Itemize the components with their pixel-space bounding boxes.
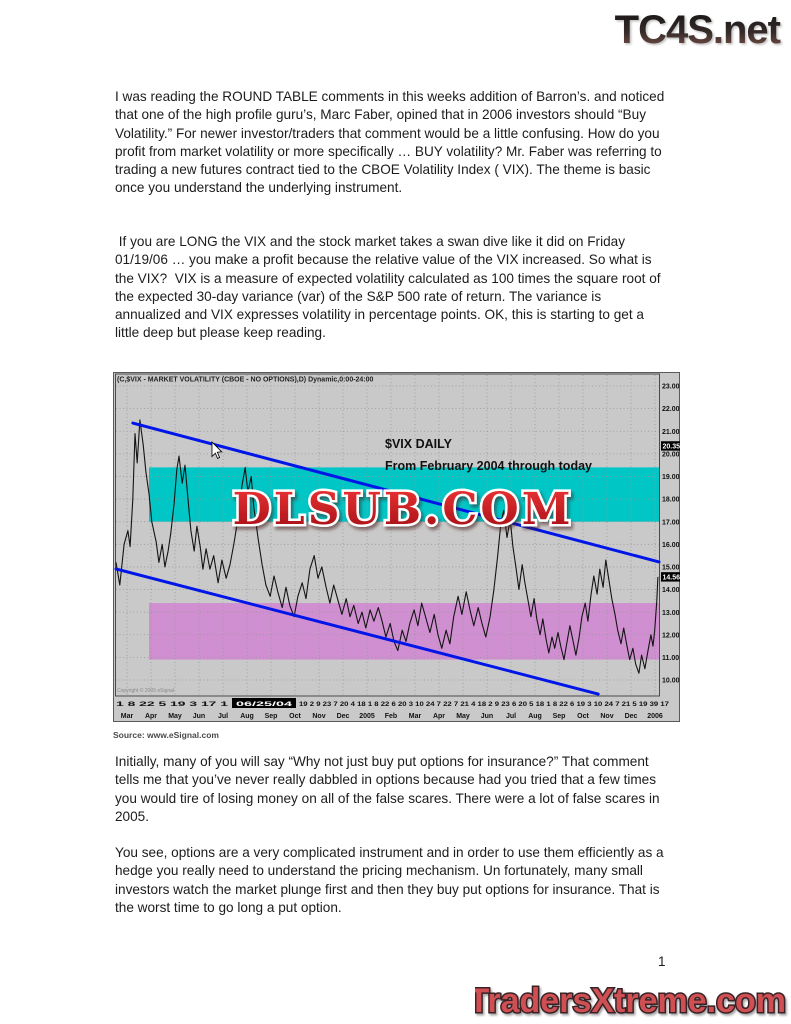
- x-axis-month-label: Sep: [265, 713, 278, 720]
- x-axis-month-label: Jul: [218, 713, 228, 720]
- dlsub-watermark: DLSUB.COM: [233, 484, 574, 535]
- y-axis-label: 17.00: [662, 519, 680, 526]
- chart-title: (C,$VIX - MARKET VOLATILITY (CBOE - NO O…: [117, 377, 374, 384]
- x-axis-date-highlight: 06/25/04: [236, 701, 292, 708]
- y-axis-label: 15.00: [662, 565, 680, 572]
- lower-channel-trendline: [114, 567, 600, 696]
- x-axis-month-label: Jul: [506, 713, 516, 720]
- vix-price-line: [115, 419, 659, 674]
- x-axis-month-label: Sep: [553, 713, 566, 720]
- x-axis-month-label: Jun: [193, 713, 205, 720]
- y-axis-label: 22.00: [662, 406, 680, 413]
- page-number: 1: [658, 954, 666, 969]
- plot-border: [115, 373, 660, 697]
- x-axis-month-label: Dec: [625, 713, 638, 720]
- x-axis-month-label: Jun: [481, 713, 493, 720]
- x-axis-month-label: Apr: [433, 713, 445, 720]
- price-mark-label: 20.35: [663, 444, 681, 451]
- upper-channel-trendline: [131, 421, 661, 564]
- tc4s-logo: TC4S.net: [615, 8, 782, 52]
- x-axis-month-label: 2006: [647, 713, 663, 720]
- tc4s-logo-text: TC4S.net: [615, 8, 781, 52]
- y-axis-label: 20.00: [662, 451, 680, 458]
- x-axis-month-label: Feb: [385, 713, 397, 720]
- price-mark-box: [661, 441, 680, 451]
- paragraph-put-options: Initially, many of you will say “Why not…: [115, 754, 664, 824]
- mouse-cursor-icon: [211, 441, 223, 459]
- x-axis-month-label: Mar: [409, 713, 422, 720]
- y-axis-label: 14.00: [662, 587, 680, 594]
- x-axis-month-label: Mar: [121, 713, 134, 720]
- chart-background: [113, 372, 680, 722]
- y-axis-label: 21.00: [662, 429, 680, 436]
- chart-copyright: Copyright © 2005 eSignal: [117, 687, 174, 694]
- y-axis-label: 13.00: [662, 610, 680, 617]
- y-axis-label: 16.00: [662, 542, 680, 549]
- y-axis-label: 12.00: [662, 632, 680, 639]
- x-axis-month-label: Nov: [312, 713, 325, 720]
- x-axis-days-right: 19 2 9 23 7 20 4 18 1 8 22 6 20 3 10 24 …: [299, 701, 669, 708]
- x-axis-month-label: Aug: [240, 713, 254, 720]
- y-axis-label: 23.00: [662, 384, 680, 391]
- chart-annotation-line2: From February 2004 through today: [385, 459, 592, 473]
- chart-border: [113, 372, 680, 722]
- vix-chart-figure: (C,$VIX - MARKET VOLATILITY (CBOE - NO O…: [113, 372, 680, 740]
- x-axis-month-label: Oct: [577, 713, 589, 720]
- x-axis-month-label: Aug: [528, 713, 542, 720]
- support-zone-band: [149, 603, 659, 660]
- y-axis-label: 11.00: [662, 655, 679, 662]
- vix-chart-image: (C,$VIX - MARKET VOLATILITY (CBOE - NO O…: [113, 372, 680, 722]
- x-axis-month-label: May: [168, 713, 182, 720]
- x-axis-month-label: 2005: [359, 713, 375, 720]
- paragraph-intro: I was reading the ROUND TABLE comments i…: [115, 89, 669, 196]
- y-axis-label: 18.00: [662, 497, 680, 504]
- chart-annotation-line1: $VIX DAILY: [385, 437, 453, 451]
- x-axis-days-left: 1 8 22 5 19 3 17 1: [116, 701, 228, 708]
- x-axis-month-label: Nov: [600, 713, 613, 720]
- x-axis-month-label: Oct: [289, 713, 301, 720]
- tradersxtreme-logo: TradersXtreme.com: [475, 981, 788, 1022]
- x-axis-month-label: Apr: [145, 713, 157, 720]
- x-axis-date-highlight-box: [232, 698, 296, 708]
- price-mark-box: [661, 572, 680, 582]
- paragraph-options-complexity: You see, options are a very complicated …: [115, 845, 668, 915]
- y-axis-label: 10.00: [662, 678, 680, 685]
- paragraph-vix-definition: If you are LONG the VIX and the stock ma…: [115, 234, 665, 341]
- y-axis-label: 19.00: [662, 474, 680, 481]
- price-mark-label: 14.56: [663, 575, 681, 582]
- x-axis-month-label: Dec: [337, 713, 350, 720]
- chart-source-line: Source: www.eSignal.com: [113, 730, 219, 740]
- tradersxtreme-logo-text: TradersXtreme.com: [475, 982, 786, 1020]
- x-axis-month-label: May: [456, 713, 470, 720]
